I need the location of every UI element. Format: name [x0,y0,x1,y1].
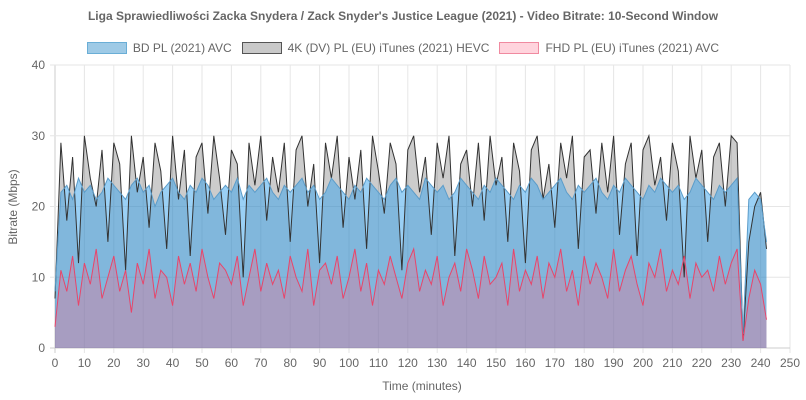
legend-swatch-fhd [499,42,540,54]
y-tick-label: 0 [38,341,45,355]
x-tick-label: 230 [721,356,741,370]
x-tick-label: 210 [662,356,682,370]
y-tick-label: 10 [32,270,46,284]
y-axis-label: Bitrate (Mbps) [6,169,20,244]
x-tick-label: 220 [692,356,712,370]
x-tick-label: 80 [284,356,298,370]
legend-label-bd: BD PL (2021) AVC [132,41,232,55]
legend-label-4k: 4K (DV) PL (EU) iTunes (2021) HEVC [287,41,490,55]
x-tick-label: 130 [427,356,447,370]
series-bd-line [54,176,767,334]
legend-item-4k[interactable]: 4K (DV) PL (EU) iTunes (2021) HEVC [241,41,490,55]
x-tick-label: 50 [195,356,209,370]
x-tick-label: 160 [515,356,535,370]
legend-label-fhd: FHD PL (EU) iTunes (2021) AVC [545,41,720,55]
legend: BD PL (2021) AVC 4K (DV) PL (EU) iTunes … [0,41,806,55]
x-tick-label: 10 [78,356,92,370]
x-tick-label: 140 [457,356,477,370]
y-tick-label: 20 [32,200,46,214]
x-tick-label: 170 [545,356,565,370]
x-tick-label: 200 [633,356,653,370]
x-tick-label: 190 [604,356,624,370]
x-tick-label: 30 [137,356,151,370]
series-fhd-area [55,248,767,348]
x-tick-label: 110 [369,356,388,370]
x-tick-label: 20 [107,356,121,370]
legend-item-fhd[interactable]: FHD PL (EU) iTunes (2021) AVC [499,41,719,55]
x-tick-label: 70 [254,356,268,370]
x-tick-label: 240 [751,356,771,370]
chart-title: Liga Sprawiedliwości Zacka Snydera / Zac… [87,9,719,23]
x-tick-label: 60 [225,356,239,370]
legend-swatch-4k [241,42,282,54]
x-tick-label: 90 [313,356,327,370]
x-tick-label: 250 [780,356,800,370]
x-tick-label: 40 [166,356,180,370]
series-4k-line [54,133,767,341]
series-bd-area [55,178,767,348]
x-tick-label: 180 [574,356,594,370]
legend-item-bd[interactable]: BD PL (2021) AVC [86,41,232,55]
x-tick-label: 0 [52,356,59,370]
x-axis-label: Time (minutes) [382,379,462,393]
x-tick-label: 150 [486,356,506,370]
y-tick-label: 30 [32,129,46,143]
y-tick-label: 40 [32,58,46,72]
legend-swatch-bd [86,42,127,54]
x-tick-label: 100 [339,356,359,370]
series-fhd-line [54,247,767,341]
x-tick-label: 120 [398,356,418,370]
